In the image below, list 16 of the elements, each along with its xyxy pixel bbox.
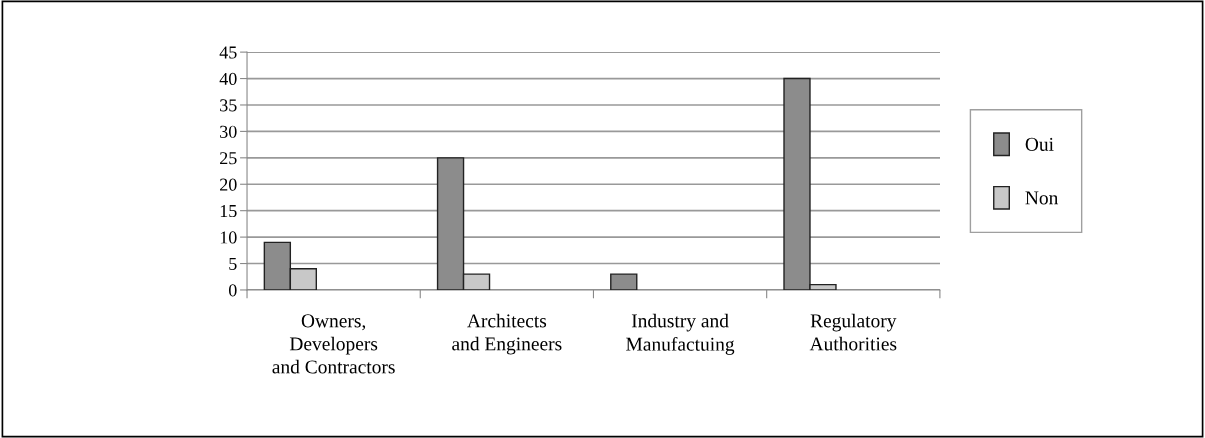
x-tick-label: Architects and Engineers xyxy=(452,313,562,355)
y-tick-label: 30 xyxy=(220,125,237,138)
y-tick-label: 10 xyxy=(220,231,237,244)
y-tick-label: 45 xyxy=(219,46,237,59)
y-tick-label: 15 xyxy=(220,205,237,218)
y-tick-label: 5 xyxy=(229,257,237,270)
x-tick-label: Industry and Manufactuing xyxy=(626,313,735,355)
y-tick-label: 20 xyxy=(220,178,237,191)
y-tick-label: 25 xyxy=(220,152,237,165)
y-tick-label: 0 xyxy=(228,284,237,297)
legend-label: Oui xyxy=(1025,137,1054,151)
x-tick-label: Regulatory Authorities xyxy=(809,313,897,351)
y-tick-label: 35 xyxy=(220,99,237,112)
x-tick-label: Owners, Developers and Contractors xyxy=(272,314,395,374)
y-tick-label: 40 xyxy=(219,72,237,85)
legend-label: Non xyxy=(1025,191,1059,205)
